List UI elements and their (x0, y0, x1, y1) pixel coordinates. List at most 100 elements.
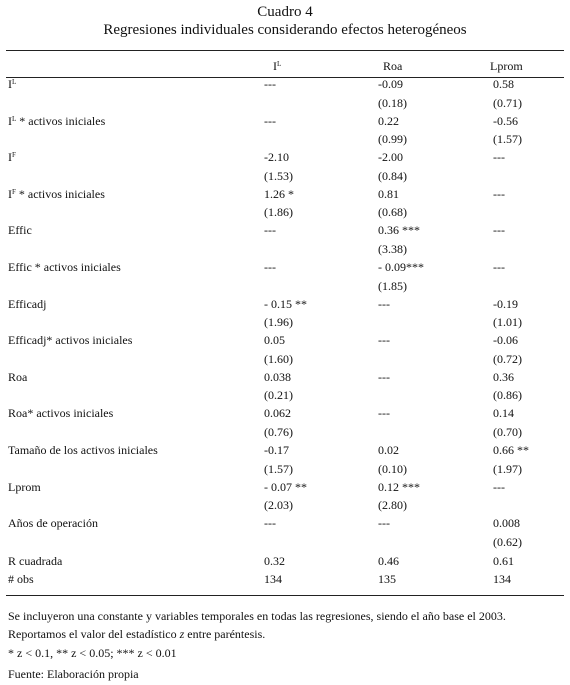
row-label: IF * activos iniciales (8, 186, 105, 202)
cell-value: 0.36 *** (378, 223, 420, 238)
cell-se: (0.18) (378, 95, 407, 110)
cell-value: -2.00 (378, 150, 403, 165)
cell-value: - 0.15 ** (264, 296, 307, 311)
cell-value: 0.58 (493, 77, 514, 91)
cell-value: 0.02 (378, 443, 399, 457)
cell-value: --- (493, 150, 505, 165)
cell-value: 135 (378, 571, 396, 586)
cell-value: -2.10 (264, 150, 289, 165)
row-label: IL * activos iniciales (8, 113, 105, 129)
cell-se: (0.68) (378, 205, 407, 220)
cell-value: --- (378, 296, 390, 311)
cell-value: --- (378, 406, 390, 421)
label-base: I (8, 150, 12, 165)
cell-value: 134 (493, 571, 511, 586)
row-label: Roa* activos iniciales (8, 406, 114, 421)
cell-se: (1.85) (378, 278, 407, 293)
note-text: * z < 0.1, ** z < 0.05; *** z < 0.01 (8, 646, 177, 660)
cell-value: --- (378, 333, 390, 348)
label-sup: F (12, 187, 16, 196)
cell-value: 0.22 (378, 113, 399, 128)
cell-value: --- (493, 223, 505, 238)
cell-value: -0.19 (493, 296, 518, 311)
row-label: R cuadrada (8, 554, 63, 568)
label-base: I (273, 59, 277, 73)
cell-value: 1.26 * (264, 186, 294, 201)
row-label: Effic (8, 223, 32, 238)
cell-value: 0.36 (493, 369, 514, 384)
label-base: I (8, 77, 12, 91)
cell-se: (1.97) (493, 461, 522, 476)
note-text: Se incluyeron una constante y variables … (8, 609, 506, 641)
cell-value: -0.17 (264, 443, 289, 457)
cell-se: (0.62) (493, 534, 522, 549)
column-header: Roa (383, 59, 403, 73)
cell-value: --- (264, 113, 276, 128)
label-sup: L (12, 114, 17, 123)
row-label: Tamaño de los activos iniciales (8, 443, 158, 457)
row-label: IF (8, 149, 16, 165)
cell-value: 0.14 (493, 406, 514, 421)
cell-se: (0.72) (493, 351, 522, 366)
cell-value: --- (378, 516, 390, 531)
cell-value: -0.06 (493, 333, 518, 348)
cell-value: --- (493, 186, 505, 201)
column-header: IL (273, 58, 281, 74)
cell-value: --- (264, 223, 276, 238)
cell-value: --- (264, 516, 276, 531)
cell-value: 0.61 (493, 554, 514, 568)
bottom-rule (6, 595, 564, 596)
label-base: I (8, 113, 12, 128)
row-label: Effic * activos iniciales (8, 260, 121, 274)
title: Cuadro 4 (257, 4, 313, 20)
cell-value: 0.46 (378, 554, 399, 568)
label-rest: * activos iniciales (15, 186, 105, 201)
note: * z < 0.1, ** z < 0.05; *** z < 0.01 (8, 644, 560, 662)
row-label: IL (8, 76, 16, 92)
cell-se: (0.10) (378, 461, 407, 476)
cell-se: (0.70) (493, 425, 522, 439)
row-label: Lprom (8, 479, 41, 494)
row-label: # obs (8, 571, 34, 586)
cell-se: (1.86) (264, 205, 293, 220)
cell-se: (2.80) (378, 498, 407, 513)
label-sup: L (12, 78, 17, 86)
cell-se: (1.57) (264, 461, 293, 476)
row-label: Roa (8, 369, 28, 384)
column-header: Lprom (490, 59, 523, 73)
cell-se: (0.76) (264, 425, 293, 439)
label-sup: L (277, 60, 282, 68)
cell-se: (0.21) (264, 388, 293, 403)
note-text: z (179, 627, 185, 641)
cell-value: --- (493, 260, 505, 274)
cell-value: 0.81 (378, 186, 399, 201)
cell-value: 134 (264, 571, 282, 586)
label-rest: * activos iniciales (16, 113, 106, 128)
label-base: I (8, 186, 12, 201)
cell-value: 0.05 (264, 333, 285, 348)
cell-se: (0.86) (493, 388, 522, 403)
cell-value: --- (264, 260, 276, 274)
cell-value: 0.66 ** (493, 443, 529, 457)
row-label: Efficadj* activos iniciales (8, 333, 133, 348)
cell-se: (1.60) (264, 351, 293, 366)
cell-value: 0.12 *** (378, 479, 420, 494)
note: Se incluyeron una constante y variables … (8, 607, 560, 643)
header-rule (6, 77, 564, 78)
cell-value: --- (378, 369, 390, 384)
note: Fuente: Elaboración propia (8, 665, 560, 683)
cell-value: --- (493, 479, 505, 494)
cell-se: (0.99) (378, 132, 407, 147)
cell-se: (2.03) (264, 498, 293, 513)
cell-value: 0.038 (264, 369, 291, 384)
label-sup: F (12, 151, 16, 160)
cell-se: (0.84) (378, 168, 407, 183)
cell-se: (1.57) (493, 132, 522, 147)
cell-value: - 0.09*** (378, 260, 424, 274)
cell-se: (0.71) (493, 95, 522, 110)
note-text: entre paréntesis. (184, 627, 266, 641)
cell-value: 0.32 (264, 554, 285, 568)
cell-se: (1.01) (493, 315, 522, 330)
cell-value: -0.56 (493, 113, 518, 128)
